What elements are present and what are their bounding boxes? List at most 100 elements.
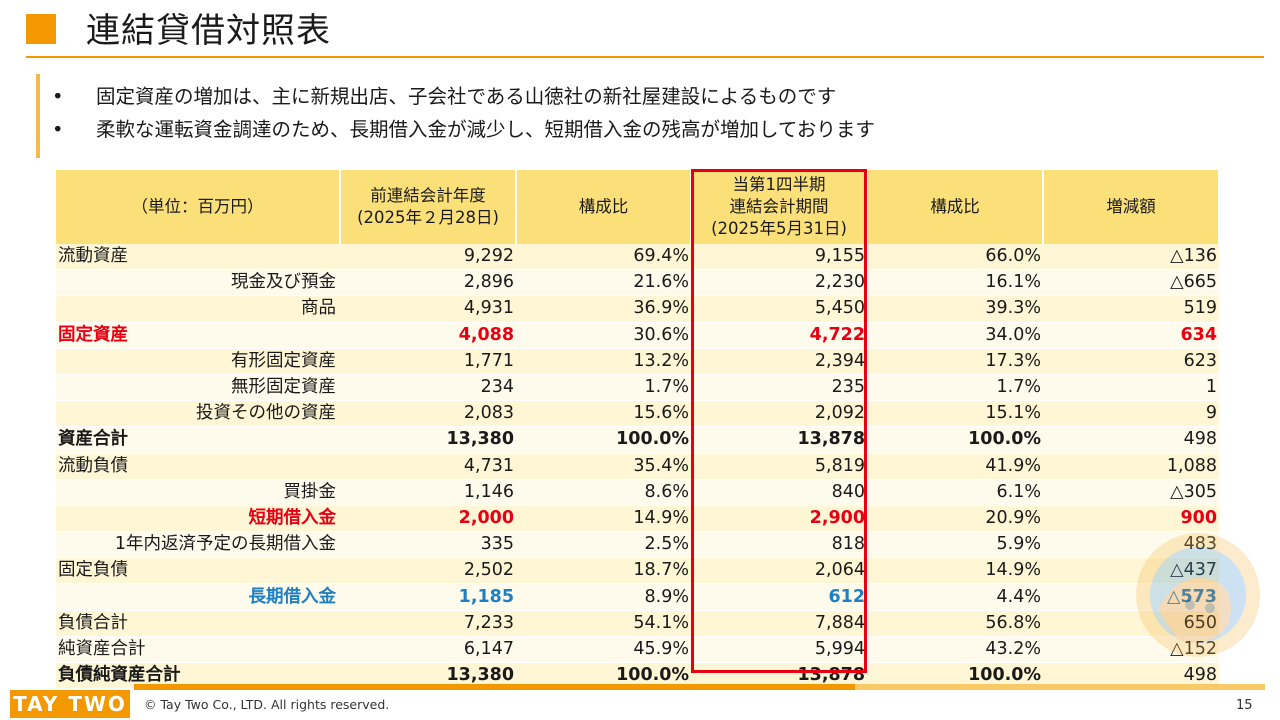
table-row: 無形固定資産 234 1.7% 235 1.7% 1 bbox=[56, 374, 1219, 402]
cell-value: 36.9% bbox=[516, 295, 691, 323]
row-label: 長期借入金 bbox=[56, 583, 340, 611]
cell-value: 2,092 bbox=[691, 400, 867, 428]
cell-value: 612 bbox=[691, 583, 867, 611]
cell-value: 13,380 bbox=[340, 426, 516, 454]
cell-value: 18.7% bbox=[516, 557, 691, 585]
row-label: 固定資産 bbox=[56, 322, 340, 349]
header-current-period: 当第1四半期 連結会計期間 (2025年5月31日) bbox=[691, 170, 868, 244]
cell-value: 235 bbox=[691, 374, 867, 402]
cell-value: 2,394 bbox=[691, 348, 867, 375]
cell-value: △665 bbox=[1043, 269, 1219, 297]
row-label: 固定負債 bbox=[56, 557, 340, 585]
table-row: 有形固定資産 1,771 13.2% 2,394 17.3% 623 bbox=[56, 348, 1219, 375]
cell-value: 1,771 bbox=[340, 348, 516, 375]
row-label: 負債合計 bbox=[56, 610, 340, 637]
header-ratio-current: 構成比 bbox=[867, 170, 1044, 244]
cell-value: 1,146 bbox=[340, 479, 516, 506]
footer-bar-light bbox=[855, 684, 1265, 690]
cell-value: 6,147 bbox=[340, 636, 516, 664]
cell-value: 100.0% bbox=[867, 426, 1043, 454]
cell-value: 35.4% bbox=[516, 453, 691, 480]
cell-value: 2,064 bbox=[691, 557, 867, 585]
cell-value: 900 bbox=[1043, 505, 1219, 533]
cell-value: 5,994 bbox=[691, 636, 867, 664]
copyright-text: © Tay Two Co., LTD. All rights reserved. bbox=[144, 697, 390, 712]
cell-value: △152 bbox=[1043, 636, 1219, 664]
cell-value: 4,731 bbox=[340, 453, 516, 480]
row-label: 1年内返済予定の長期借入金 bbox=[56, 531, 340, 559]
row-label: 商品 bbox=[56, 295, 340, 323]
cell-value: 623 bbox=[1043, 348, 1219, 375]
row-label: 資産合計 bbox=[56, 426, 340, 454]
cell-value: 634 bbox=[1043, 322, 1219, 349]
cell-value: 7,884 bbox=[691, 610, 867, 637]
cell-value: 17.3% bbox=[867, 348, 1043, 375]
cell-value: 519 bbox=[1043, 295, 1219, 323]
cell-value: 20.9% bbox=[867, 505, 1043, 533]
table-row: 固定資産 4,088 30.6% 4,722 34.0% 634 bbox=[56, 322, 1219, 349]
cell-value: 5,450 bbox=[691, 295, 867, 323]
header-ratio-prev: 構成比 bbox=[516, 170, 692, 244]
table-row-total: 資産合計 13,380 100.0% 13,878 100.0% 498 bbox=[56, 426, 1219, 454]
cell-value: 4,088 bbox=[340, 322, 516, 349]
table-row: 現金及び預金 2,896 21.6% 2,230 16.1% △665 bbox=[56, 269, 1219, 297]
row-label: 純資産合計 bbox=[56, 636, 340, 664]
cell-value: 335 bbox=[340, 531, 516, 559]
footer-bar bbox=[134, 684, 1265, 690]
cell-value: 2,900 bbox=[691, 505, 867, 533]
page-number: 15 bbox=[1236, 698, 1253, 713]
bullet-item: • 固定資産の増加は、主に新規出店、子会社である山徳社の新社屋建設によるものです bbox=[52, 80, 875, 113]
cell-value: 840 bbox=[691, 479, 867, 506]
cell-value: 43.2% bbox=[867, 636, 1043, 664]
cell-value: △573 bbox=[1043, 583, 1219, 611]
bullet-dot-icon: • bbox=[52, 85, 64, 108]
cell-value: △437 bbox=[1043, 557, 1219, 585]
cell-value: 483 bbox=[1043, 531, 1219, 559]
cell-value: 2,230 bbox=[691, 269, 867, 297]
cell-value: △136 bbox=[1043, 244, 1219, 271]
cell-value: 14.9% bbox=[867, 557, 1043, 585]
cell-value: 45.9% bbox=[516, 636, 691, 664]
cell-value: 6.1% bbox=[867, 479, 1043, 506]
row-label: 現金及び預金 bbox=[56, 269, 340, 297]
cell-value: 5,819 bbox=[691, 453, 867, 480]
cell-value: 2.5% bbox=[516, 531, 691, 559]
bullet-list: • 固定資産の増加は、主に新規出店、子会社である山徳社の新社屋建設によるものです … bbox=[52, 80, 875, 146]
cell-value: 34.0% bbox=[867, 322, 1043, 349]
cell-value: 9,292 bbox=[340, 244, 516, 271]
company-logo: TAY TWO bbox=[10, 690, 130, 718]
cell-value: 39.3% bbox=[867, 295, 1043, 323]
cell-value: 54.1% bbox=[516, 610, 691, 637]
row-label: 投資その他の資産 bbox=[56, 400, 340, 428]
cell-value: 1 bbox=[1043, 374, 1219, 402]
cell-value: 7,233 bbox=[340, 610, 516, 637]
cell-value: 69.4% bbox=[516, 244, 691, 271]
cell-value: 21.6% bbox=[516, 269, 691, 297]
title-square-icon bbox=[26, 14, 56, 44]
cell-value: 4.4% bbox=[867, 583, 1043, 611]
row-label: 無形固定資産 bbox=[56, 374, 340, 402]
page-title: 連結貸借対照表 bbox=[86, 11, 331, 51]
mascot-watermark-icon bbox=[1136, 533, 1260, 657]
bullet-accent-bar bbox=[36, 74, 40, 158]
cell-value: 56.8% bbox=[867, 610, 1043, 637]
cell-value: 9 bbox=[1043, 400, 1219, 428]
table-row: 短期借入金 2,000 14.9% 2,900 20.9% 900 bbox=[56, 505, 1219, 533]
cell-value: 1.7% bbox=[867, 374, 1043, 402]
bullet-dot-icon: • bbox=[52, 118, 64, 141]
cell-value: 9,155 bbox=[691, 244, 867, 271]
cell-value: 13.2% bbox=[516, 348, 691, 375]
bullet-item: • 柔軟な運転資金調達のため、長期借入金が減少し、短期借入金の残高が増加しておりま… bbox=[52, 113, 875, 146]
row-label: 有形固定資産 bbox=[56, 348, 340, 375]
cell-value: 15.6% bbox=[516, 400, 691, 428]
cell-value: 4,722 bbox=[691, 322, 867, 349]
header-prev-period: 前連結会計年度 (2025年２月28日) bbox=[340, 170, 517, 244]
cell-value: 8.6% bbox=[516, 479, 691, 506]
row-label: 買掛金 bbox=[56, 479, 340, 506]
row-label: 流動資産 bbox=[56, 244, 340, 271]
cell-value: 650 bbox=[1043, 610, 1219, 637]
cell-value: 498 bbox=[1043, 426, 1219, 454]
